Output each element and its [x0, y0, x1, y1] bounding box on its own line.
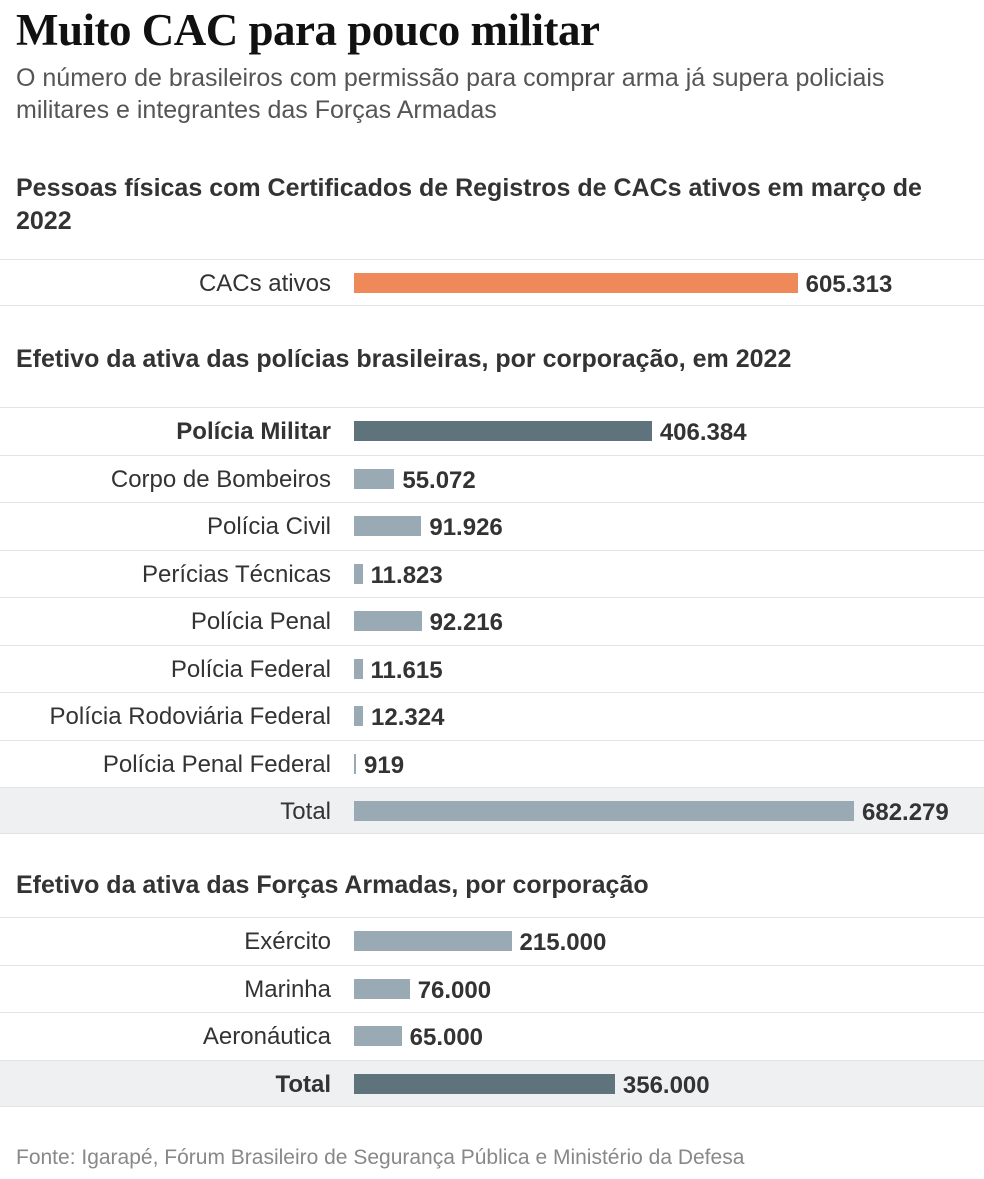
section-title-forcas-armadas: Efetivo da ativa das Forças Armadas, por… — [16, 871, 649, 899]
value-label: 682.279 — [862, 799, 949, 826]
category-label: Polícia Rodoviária Federal — [49, 703, 331, 730]
value-label: 55.072 — [402, 466, 476, 494]
bar-row-policia-federal: Polícia Federal 11.615 — [0, 644, 984, 692]
bar-row-policia-militar: Polícia Militar 406.384 — [0, 407, 984, 454]
bar-row-policia-rodoviaria-federal: Polícia Rodoviária Federal 12.324 — [0, 692, 984, 739]
bar-row-policia-penal-federal: Polícia Penal Federal 919 — [0, 739, 984, 787]
section-title-cac: Pessoas físicas com Certificados de Regi… — [16, 174, 922, 235]
value-label: 11.823 — [370, 561, 443, 589]
category-label: Aeronáutica — [202, 1023, 331, 1050]
value-label: 91.926 — [429, 514, 503, 541]
chart-subtitle: O número de brasileiros com permissão pa… — [16, 64, 885, 124]
bar — [354, 563, 363, 584]
bar-row-pericias-tecnicas: Perícias Técnicas 11.823 — [0, 549, 984, 597]
category-label: Corpo de Bombeiros — [110, 465, 331, 493]
bar-row-policia-penal: Polícia Penal 92.216 — [0, 597, 984, 644]
bar-row-corpo-de-bombeiros: Corpo de Bombeiros 55.072 — [0, 454, 984, 502]
category-label: Marinha — [244, 975, 331, 1003]
category-label: Total — [275, 1070, 331, 1098]
bar — [354, 931, 512, 951]
bar — [354, 516, 422, 536]
bar — [354, 273, 798, 293]
bar-row-marinha: Marinha 76.000 — [0, 964, 984, 1012]
section-title-policias: Efetivo da ativa das polícias brasileira… — [16, 345, 792, 373]
value-label: 605.313 — [805, 271, 893, 298]
bar — [354, 978, 410, 999]
value-label: 919 — [364, 751, 405, 779]
category-label: Total — [280, 798, 331, 825]
value-label: 65.000 — [409, 1024, 484, 1051]
value-label: 92.216 — [429, 609, 503, 636]
bar — [354, 468, 395, 489]
category-label: Polícia Penal Federal — [102, 750, 331, 778]
chart-title: Muito CAC para pouco militar — [16, 5, 600, 55]
value-label: 11.615 — [370, 656, 443, 684]
bar — [354, 706, 364, 726]
category-label: Polícia Militar — [176, 418, 331, 445]
category-label: Exército — [244, 928, 331, 955]
category-label: Polícia Federal — [170, 655, 331, 683]
category-label: Perícias Técnicas — [142, 560, 331, 588]
bar-row-aeronautica: Aeronáutica 65.000 — [0, 1012, 984, 1059]
bar-row-total: Total 356.000 — [0, 1059, 984, 1107]
source-note: Fonte: Igarapé, Fórum Brasileiro de Segu… — [16, 1146, 745, 1169]
category-label: Polícia Civil — [206, 513, 331, 540]
bar — [354, 658, 363, 679]
value-label: 215.000 — [519, 929, 607, 956]
bar — [354, 421, 652, 441]
category-label: CACs ativos — [198, 270, 331, 297]
bar-row-exercito: Exército 215.000 — [0, 917, 984, 964]
value-label: 76.000 — [417, 976, 492, 1004]
category-label: Polícia Penal — [190, 608, 331, 635]
bar — [354, 1073, 615, 1094]
value-label: 12.324 — [371, 704, 445, 731]
value-label: 406.384 — [659, 419, 747, 446]
value-label: 356.000 — [622, 1071, 710, 1099]
bar — [354, 611, 422, 631]
bar-row-policia-civil: Polícia Civil 91.926 — [0, 502, 984, 549]
bar-row-cacs-ativos: CACs ativos 605.313 — [0, 259, 984, 306]
bar — [354, 753, 356, 774]
bar — [354, 1026, 402, 1046]
bar-row-total: Total 682.279 — [0, 787, 984, 834]
bar — [354, 801, 854, 821]
